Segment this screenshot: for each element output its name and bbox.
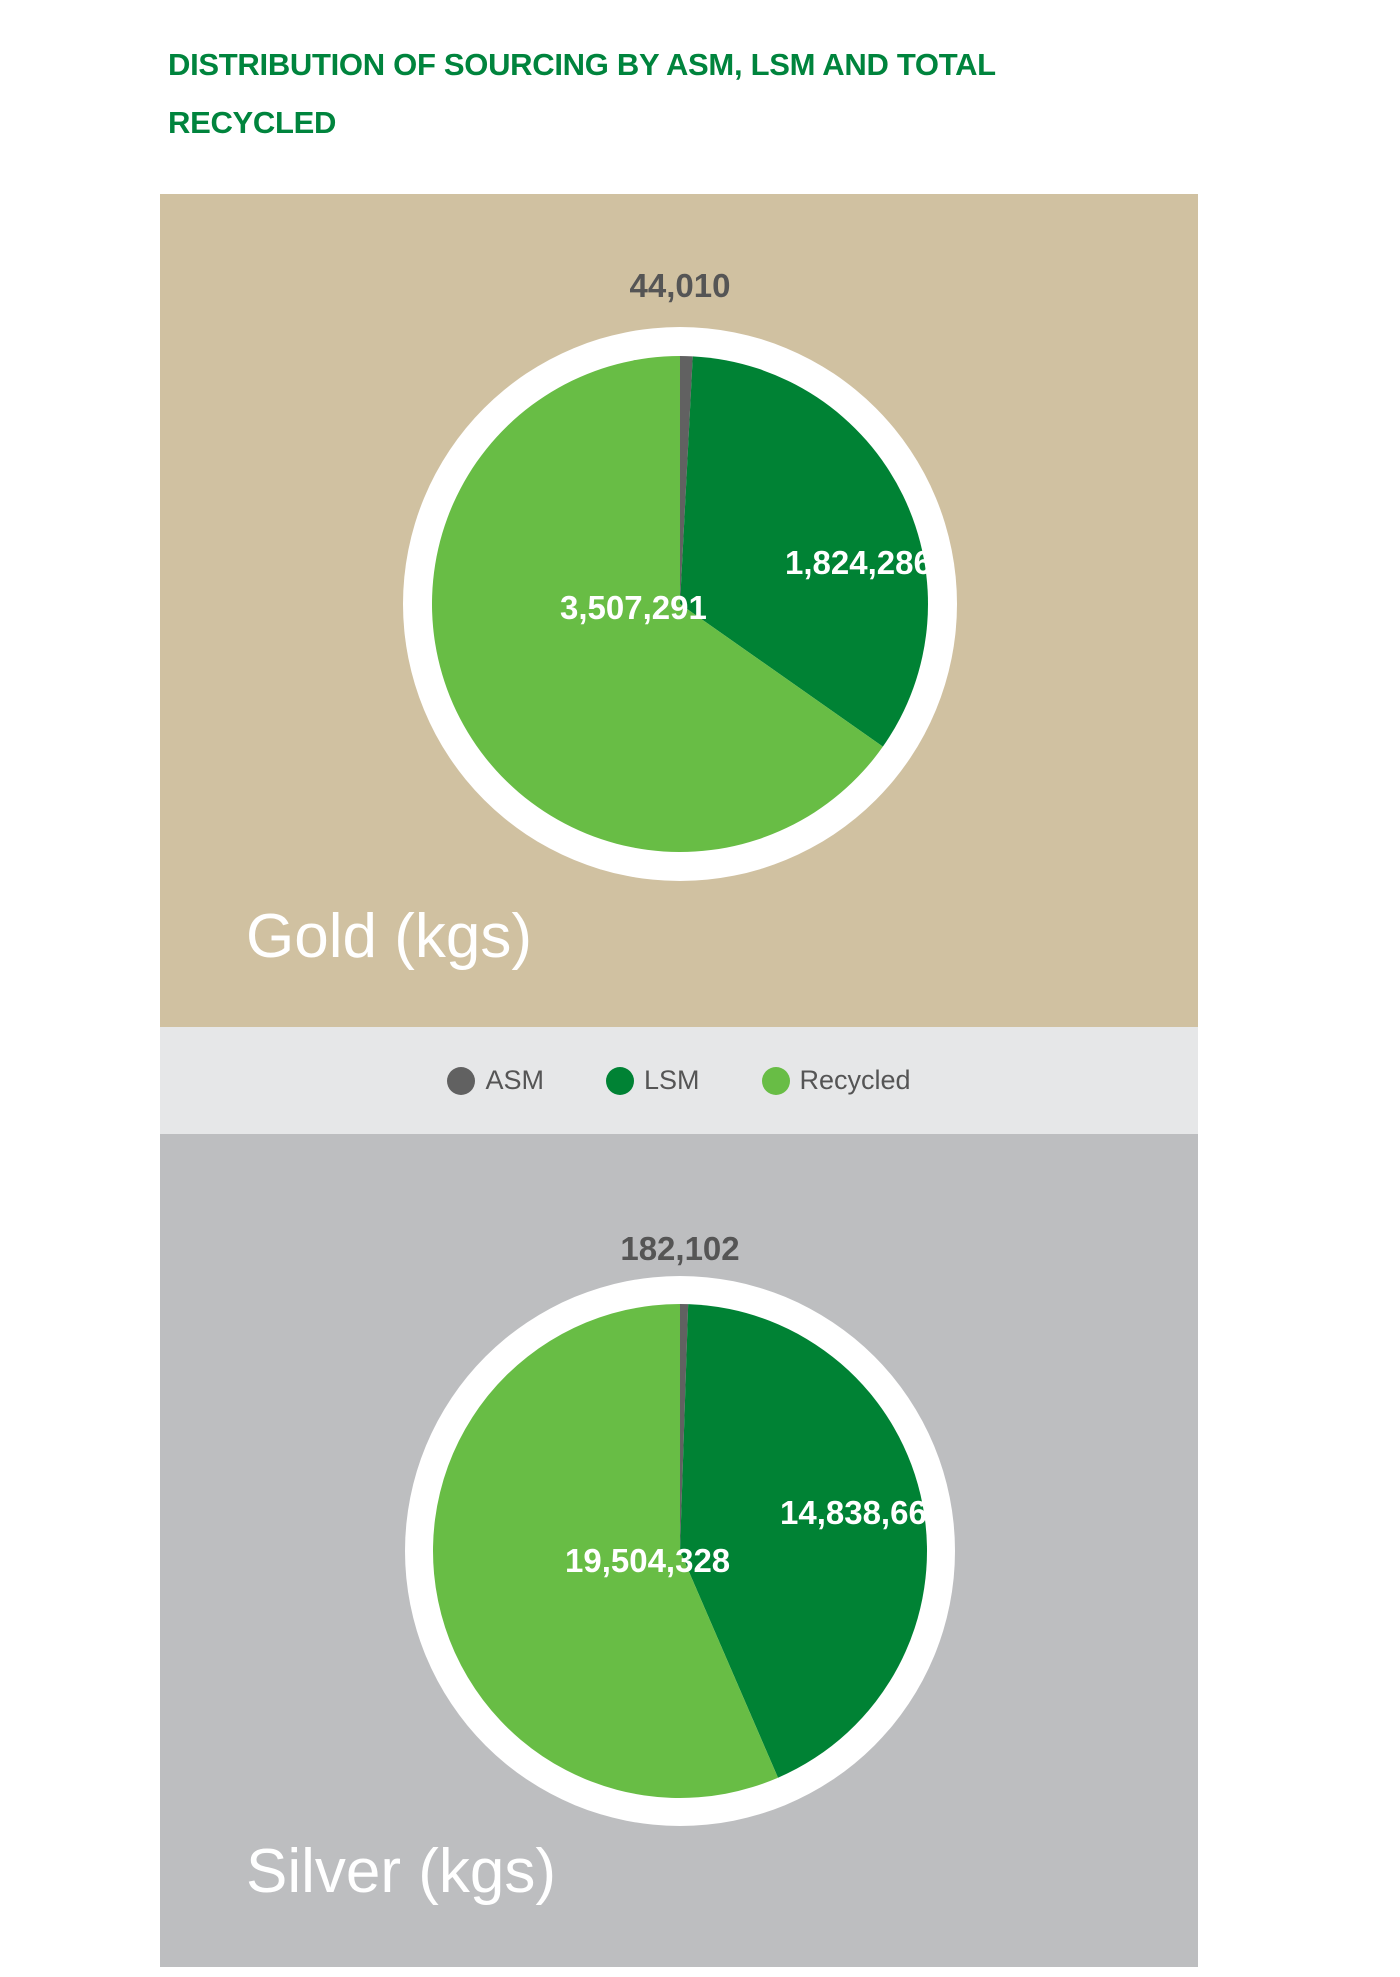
gold-pie-slice-recycled xyxy=(431,356,883,852)
legend-item-lsm: LSM xyxy=(605,1065,700,1096)
silver-label-recycled: 19,504,328 xyxy=(565,1542,730,1579)
gold-pie-slice-lsm xyxy=(680,356,928,747)
legend-swatch-recycled xyxy=(761,1066,790,1095)
legend: ASM LSM Recycled xyxy=(160,1027,1198,1134)
page-title: DISTRIBUTION OF SOURCING BY ASM, LSM AND… xyxy=(168,47,996,140)
legend-swatch-lsm xyxy=(605,1066,634,1095)
gold-chart-panel: 44,010 1,824,286 3,507,291 Gold (kgs) xyxy=(160,194,1198,1027)
silver-pie-slice-asm xyxy=(680,1304,689,1551)
gold-pie-slice-asm xyxy=(680,356,693,604)
legend-item-recycled: Recycled xyxy=(761,1065,911,1096)
legend-label-asm: ASM xyxy=(485,1065,544,1095)
gold-label-lsm: 1,824,286 xyxy=(785,544,932,581)
legend-swatch-asm xyxy=(447,1066,476,1095)
legend-label-recycled: Recycled xyxy=(799,1065,911,1095)
gold-chart-title: Gold (kgs) xyxy=(246,902,532,971)
silver-pie-slice-recycled xyxy=(433,1304,778,1798)
gold-label-asm: 44,010 xyxy=(630,267,731,304)
silver-chart-panel: 182,102 14,838,666 19,504,328 Silver (kgs) xyxy=(160,1134,1198,1967)
gold-label-recycled: 3,507,291 xyxy=(560,589,707,626)
legend-label-lsm: LSM xyxy=(643,1065,700,1095)
silver-label-asm: 182,102 xyxy=(620,1230,739,1267)
silver-pie-chart: 182,102 14,838,666 19,504,328 xyxy=(405,1230,955,1826)
silver-pie-slice-lsm xyxy=(680,1304,928,1778)
legend-item-asm: ASM xyxy=(447,1065,544,1096)
silver-chart-title: Silver (kgs) xyxy=(246,1837,557,1906)
silver-label-lsm: 14,838,666 xyxy=(780,1494,945,1531)
gold-pie-chart: 44,010 1,824,286 3,507,291 xyxy=(403,267,957,881)
